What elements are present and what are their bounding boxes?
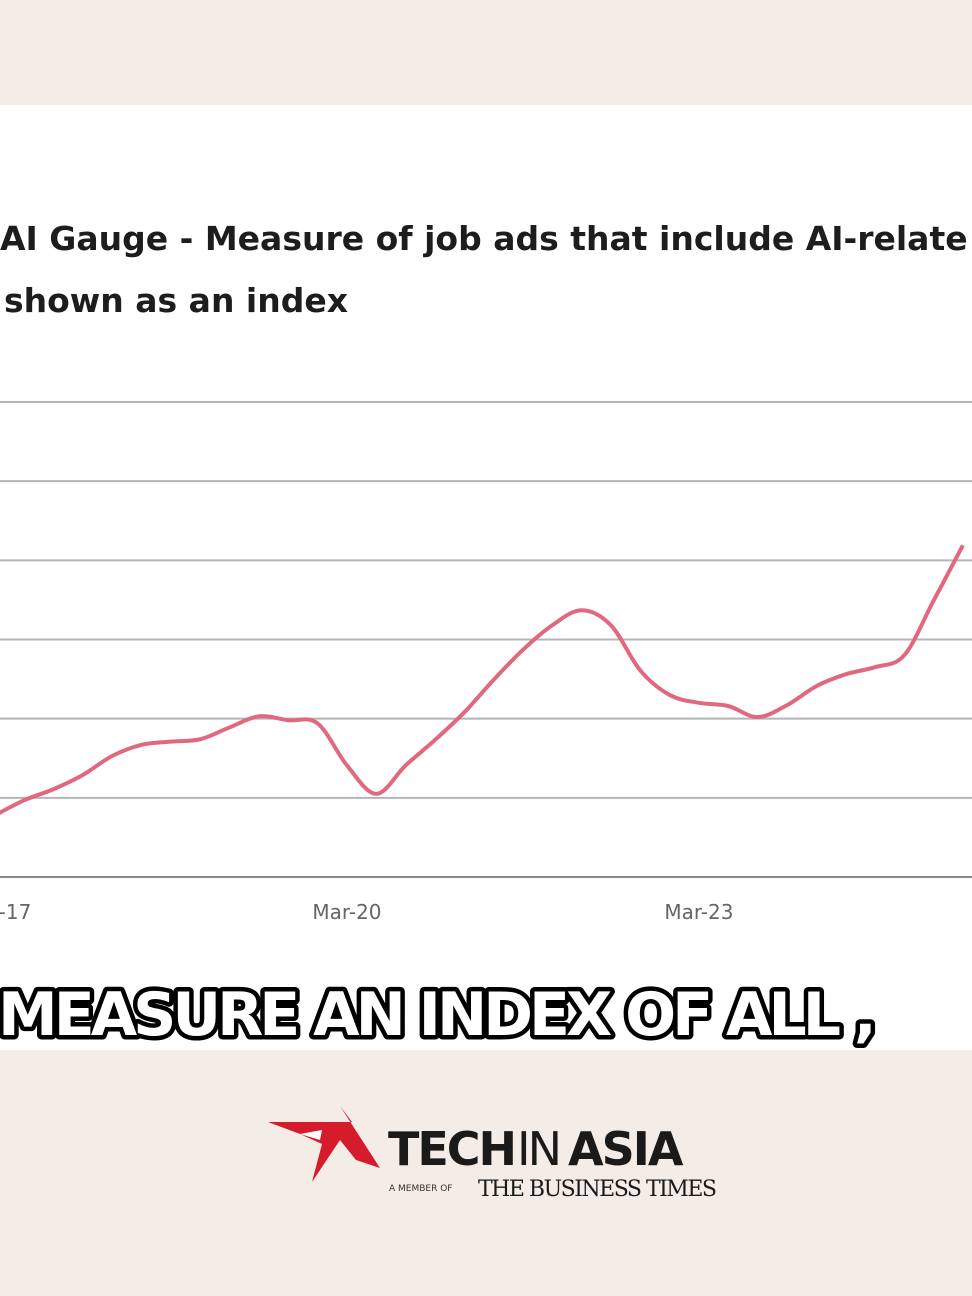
logo-asia: ASIA [568,1122,684,1176]
plot: -17 Mar-20 Mar-23 [0,401,972,924]
logo-tech: TECH [388,1122,515,1176]
x-tick-label: Mar-23 [664,900,733,924]
logo: TECH IN ASIA A MEMBER OF THE BUSINESS TI… [268,1106,717,1202]
x-tick-label: Mar-20 [312,900,381,924]
chart-subtitle: shown as an index [4,281,348,320]
logo-mark [268,1106,380,1182]
x-tick-label: -17 [0,900,31,924]
logo-partner: THE BUSINESS TIMES [478,1177,716,1202]
logo-in: IN [517,1122,559,1176]
logo-member: A MEMBER OF [389,1184,452,1194]
caption: MEASURE AN INDEX OF ALL , [0,980,873,1050]
chart-panel [0,105,972,1050]
logo-cut [300,1130,322,1140]
chart-title: AI Gauge - Measure of job ads that inclu… [0,219,968,258]
series-line [0,544,965,815]
